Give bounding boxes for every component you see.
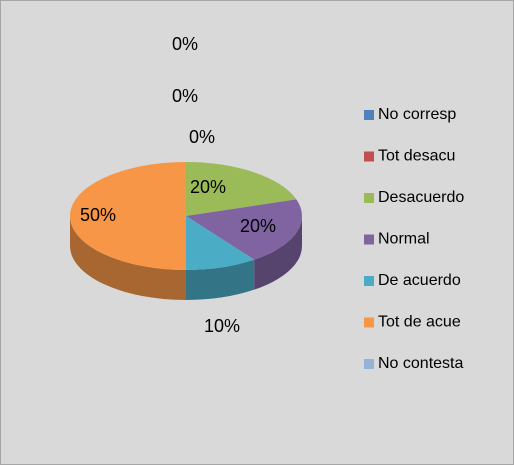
legend-label: Normal: [378, 231, 430, 248]
legend-label: No corresp: [378, 106, 456, 123]
slice: [70, 162, 186, 270]
data-label: 20%: [240, 216, 276, 236]
slice: [186, 216, 255, 270]
legend-swatch: [364, 234, 374, 245]
data-label: 50%: [80, 205, 116, 225]
legend-label: Desacuerdo: [378, 189, 464, 206]
legend-swatch: [364, 151, 374, 162]
legend-label: Tot desacu: [378, 148, 455, 165]
slice: [186, 199, 302, 260]
legend-label: De acuerdo: [378, 272, 461, 289]
legend-swatch: [364, 317, 374, 328]
data-label: 0%: [189, 127, 215, 147]
legend-swatch: [364, 276, 374, 286]
slice-side: [70, 216, 186, 300]
legend-swatch: [364, 110, 374, 120]
data-label: 20%: [190, 177, 226, 197]
slice: [186, 162, 297, 216]
data-label: 0%: [172, 86, 198, 106]
data-label: 0%: [172, 34, 198, 54]
legend-swatch: [364, 359, 374, 369]
legend-label: Tot de acue: [378, 314, 461, 331]
legend-swatch: [364, 193, 374, 203]
slice-side: [254, 216, 302, 290]
data-label: 10%: [204, 316, 240, 336]
slice-side: [186, 259, 255, 300]
legend-label: No contesta: [378, 355, 463, 372]
